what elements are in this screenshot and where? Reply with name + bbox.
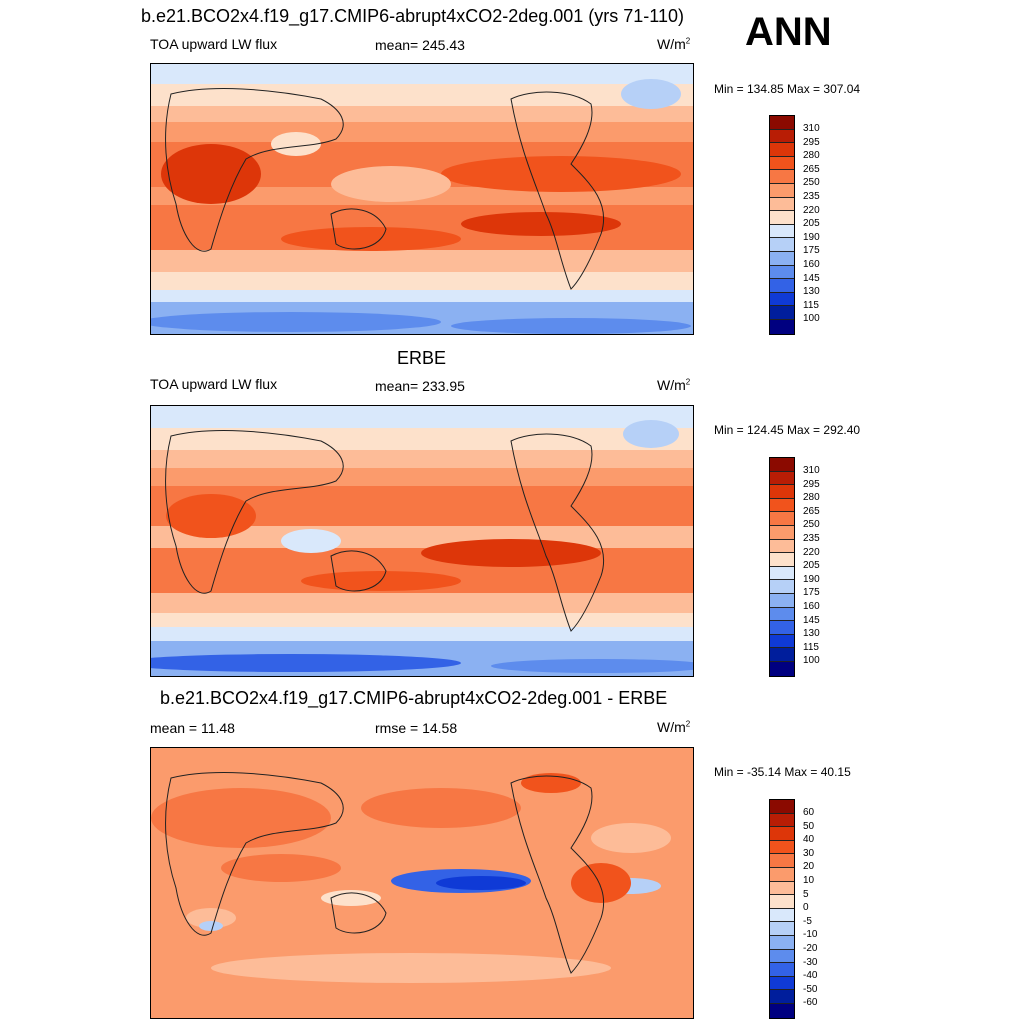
panel-3-minmax-label: Min = -35.14 Max = 40.15 (714, 765, 851, 779)
colorbar-tick-label: 250 (803, 177, 820, 189)
colorbar-tick-label: -60 (803, 997, 818, 1009)
colorbar-tick-label: 280 (803, 492, 820, 504)
panel-2-unit-label: W/m2 (657, 377, 691, 393)
panel-1-unit-label: W/m2 (657, 36, 691, 52)
colorbar-tick-label: 205 (803, 218, 820, 230)
colorbar-tick-label: -50 (803, 983, 818, 995)
colorbar-tick-label: 160 (803, 258, 820, 270)
colorbar-tick-label: 235 (803, 190, 820, 202)
colorbar-tick-label: 10 (803, 874, 815, 886)
panel-1-colorbar (769, 115, 795, 335)
colorbar-tick-label: 130 (803, 286, 820, 298)
panel-3-unit-label: W/m2 (657, 719, 691, 735)
colorbar-tick-label: 30 (803, 847, 815, 859)
colorbar-tick-label: 295 (803, 478, 820, 490)
panel-3-colorbar (769, 799, 795, 1019)
colorbar-tick-label: -20 (803, 942, 818, 954)
panel-3-map (150, 747, 694, 1019)
panel-2-colorbar-labels: 310 295 280 265 250 235 220 205 190 175 … (803, 464, 820, 668)
colorbar-tick-label: 190 (803, 573, 820, 585)
panel-1-minmax-label: Min = 134.85 Max = 307.04 (714, 82, 861, 96)
colorbar-tick-label: 40 (803, 834, 815, 846)
colorbar-tick-label: 175 (803, 245, 820, 257)
colorbar-tick-label: 250 (803, 519, 820, 531)
colorbar-tick-label: 0 (803, 902, 809, 914)
panel-2-map (150, 405, 694, 677)
panel-3-title: b.e21.BCO2x4.f19_g17.CMIP6-abrupt4xCO2-2… (160, 688, 668, 708)
colorbar-tick-label: 20 (803, 861, 815, 873)
colorbar-tick-label: 220 (803, 204, 820, 216)
panel-2-title: ERBE (397, 348, 447, 368)
colorbar-tick-label: 220 (803, 546, 820, 558)
colorbar-tick-label: -30 (803, 956, 818, 968)
panel-2-variable-label: TOA upward LW flux (150, 376, 278, 392)
colorbar-tick-label: 130 (803, 628, 820, 640)
panel-2-mean-label: mean= 233.95 (375, 378, 465, 394)
colorbar-tick-label: 310 (803, 123, 820, 134)
colorbar-tick-label: 145 (803, 272, 820, 284)
colorbar-tick-label: 175 (803, 587, 820, 599)
season-label: ANN (745, 10, 832, 54)
panel-3-mean-label: mean = 11.48 (150, 720, 235, 736)
colorbar-tick-label: 60 (803, 807, 815, 818)
colorbar-tick-label: 265 (803, 505, 820, 517)
colorbar-tick-label: 310 (803, 465, 820, 476)
colorbar-tick-label: -5 (803, 915, 812, 927)
colorbar-tick-label: 205 (803, 560, 820, 572)
colorbar-tick-label: 295 (803, 136, 820, 148)
panel-1-mean-label: mean= 245.43 (375, 37, 465, 53)
panel-1-title: b.e21.BCO2x4.f19_g17.CMIP6-abrupt4xCO2-2… (141, 6, 684, 26)
colorbar-tick-label: 160 (803, 600, 820, 612)
colorbar-tick-label: 115 (803, 299, 819, 311)
panel-1-map (150, 63, 694, 335)
colorbar-tick-label: 265 (803, 163, 820, 175)
colorbar-tick-label: 5 (803, 888, 809, 900)
panel-3-rmse-label: rmse = 14.58 (375, 720, 458, 736)
colorbar-tick-label: 235 (803, 532, 820, 544)
colorbar-tick-label: 190 (803, 231, 820, 243)
colorbar-tick-label: 100 (803, 313, 820, 325)
colorbar-tick-label: 145 (803, 614, 820, 626)
colorbar-tick-label: 280 (803, 150, 820, 162)
panel-3-colorbar-labels: 60 50 40 30 20 10 5 0 -5 -10 -20 -30 -40… (803, 806, 817, 1010)
colorbar-tick-label: -40 (803, 970, 818, 982)
colorbar-tick-label: -10 (803, 929, 818, 941)
panel-1-colorbar-labels: 310 295 280 265 250 235 220 205 190 175 … (803, 122, 820, 326)
panel-2-minmax-label: Min = 124.45 Max = 292.40 (714, 423, 861, 437)
panel-2-colorbar (769, 457, 795, 677)
colorbar-tick-label: 100 (803, 655, 820, 667)
panel-1-variable-label: TOA upward LW flux (150, 36, 278, 52)
colorbar-tick-label: 115 (803, 641, 819, 653)
colorbar-tick-label: 50 (803, 820, 815, 832)
